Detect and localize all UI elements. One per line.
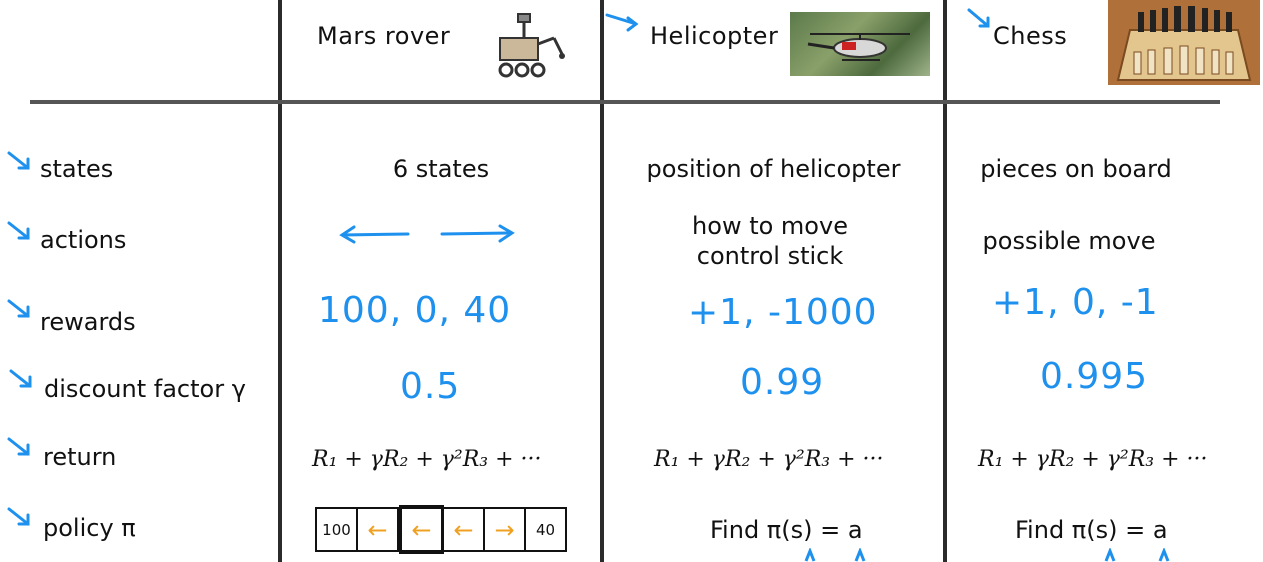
row-label-discount-factor: discount factor γ xyxy=(44,375,246,403)
cell-actions-chess: possible move xyxy=(982,227,1156,255)
pointer-arrow-icon xyxy=(7,507,30,526)
policy-cell-arrow-left: ← xyxy=(399,505,444,554)
pointer-arrow-icon xyxy=(7,151,30,170)
cell-return-mars: R₁ + γR₂ + γ²R₃ + ··· xyxy=(312,447,542,472)
pointer-arrow-icon xyxy=(7,221,30,240)
column-divider-3 xyxy=(943,0,947,562)
cell-states-helicopter: position of helicopter xyxy=(646,155,901,183)
cell-states-mars: 6 states xyxy=(392,155,490,183)
pointer-arrow-icon xyxy=(7,437,30,456)
column-divider-2 xyxy=(600,0,604,562)
cell-return-chess: R₁ + γR₂ + γ²R₃ + ··· xyxy=(978,447,1208,472)
mars-rover-icon xyxy=(492,8,572,82)
row-label-rewards: rewards xyxy=(40,308,136,336)
column-divider-1 xyxy=(278,0,282,562)
header-chess: Chess xyxy=(993,22,1068,50)
cell-rewards-chess: +1, 0, -1 xyxy=(992,282,1159,323)
chess-board-photo xyxy=(1108,0,1260,85)
policy-cell-arrow-right: → xyxy=(485,509,526,550)
row-label-states: states xyxy=(40,155,114,183)
left-right-arrows-icon xyxy=(339,224,515,244)
policy-cell-arrow-left: ← xyxy=(444,509,485,550)
annotation-marks xyxy=(1104,548,1170,562)
row-label-actions: actions xyxy=(40,226,127,254)
pointer-arrow-icon xyxy=(967,8,990,28)
row-label-policy: policy π xyxy=(43,514,136,542)
cell-discount-mars: 0.5 xyxy=(400,366,461,407)
cell-policy-chess: Find π(s) = a xyxy=(1015,516,1168,544)
policy-cell-reward-40: 40 xyxy=(535,520,556,539)
cell-discount-helicopter: 0.99 xyxy=(740,362,825,403)
cell-actions-helicopter: how to move control stick xyxy=(692,212,848,270)
cell-rewards-helicopter: +1, -1000 xyxy=(688,292,878,333)
row-label-return: return xyxy=(43,443,117,471)
helicopter-photo xyxy=(790,12,930,76)
cell-discount-chess: 0.995 xyxy=(1040,356,1149,397)
policy-cell-arrow-left: ← xyxy=(358,509,399,550)
policy-grid: 100 ← ← ← → 40 xyxy=(315,505,567,554)
cell-states-chess: pieces on board xyxy=(980,155,1172,183)
pointer-arrow-icon xyxy=(9,369,32,388)
cell-return-helicopter: R₁ + γR₂ + γ²R₃ + ··· xyxy=(654,447,884,472)
annotation-marks xyxy=(804,548,866,562)
header-helicopter: Helicopter xyxy=(650,22,779,50)
header-mars-rover: Mars rover xyxy=(317,22,451,50)
policy-cell-reward-100: 100 xyxy=(317,509,358,550)
cell-rewards-mars: 100, 0, 40 xyxy=(318,290,512,331)
pointer-arrow-icon xyxy=(605,13,639,32)
cell-policy-helicopter: Find π(s) = a xyxy=(710,516,863,544)
header-divider xyxy=(30,100,1220,104)
pointer-arrow-icon xyxy=(7,299,30,318)
